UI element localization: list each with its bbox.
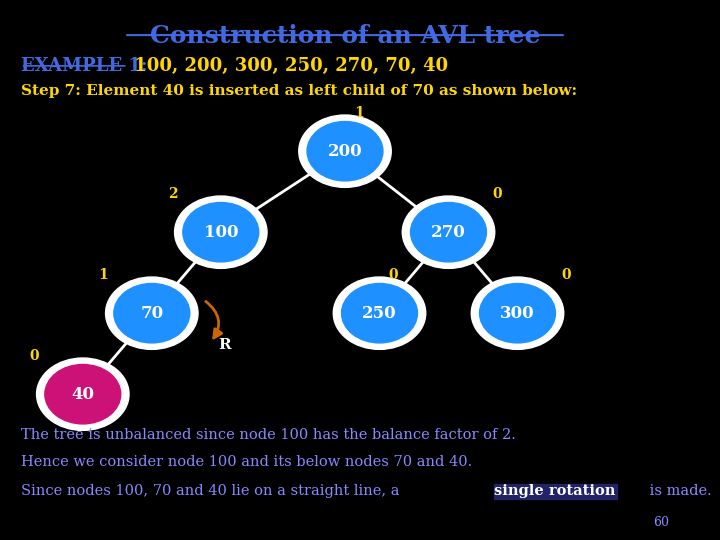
Text: Construction of an AVL tree: Construction of an AVL tree [150,24,540,48]
Text: 100, 200, 300, 250, 270, 70, 40: 100, 200, 300, 250, 270, 70, 40 [127,57,448,75]
Circle shape [114,284,190,343]
Circle shape [472,277,564,349]
Circle shape [333,277,426,349]
Text: 270: 270 [431,224,466,241]
Circle shape [341,284,418,343]
Text: is made.: is made. [644,484,711,498]
Text: 70: 70 [140,305,163,322]
Circle shape [183,202,258,262]
FancyArrowPatch shape [206,301,222,338]
Text: Since nodes 100, 70 and 40 lie on a straight line, a: Since nodes 100, 70 and 40 lie on a stra… [21,484,404,498]
Circle shape [299,115,391,187]
Circle shape [307,122,383,181]
Circle shape [45,364,121,424]
Text: 0: 0 [389,268,398,282]
Text: 0: 0 [30,349,40,363]
Text: 60: 60 [653,516,670,529]
Text: 1: 1 [99,268,109,282]
Text: 250: 250 [362,305,397,322]
Circle shape [402,196,495,268]
Text: EXAMPLE 1:: EXAMPLE 1: [21,57,147,75]
Text: 40: 40 [71,386,94,403]
Circle shape [37,358,129,430]
Text: 1: 1 [354,106,364,120]
Text: 2: 2 [168,187,177,201]
Circle shape [410,202,487,262]
Text: 200: 200 [328,143,362,160]
Text: 0: 0 [561,268,571,282]
Text: 300: 300 [500,305,535,322]
Text: Step 7: Element 40 is inserted as left child of 70 as shown below:: Step 7: Element 40 is inserted as left c… [21,84,577,98]
Text: 0: 0 [492,187,502,201]
Text: The tree is unbalanced since node 100 has the balance factor of 2.: The tree is unbalanced since node 100 ha… [21,428,516,442]
Circle shape [106,277,198,349]
Text: 100: 100 [204,224,238,241]
Circle shape [174,196,267,268]
Circle shape [480,284,555,343]
Text: R: R [218,338,230,352]
Text: single rotation: single rotation [495,484,616,498]
Text: Hence we consider node 100 and its below nodes 70 and 40.: Hence we consider node 100 and its below… [21,455,472,469]
